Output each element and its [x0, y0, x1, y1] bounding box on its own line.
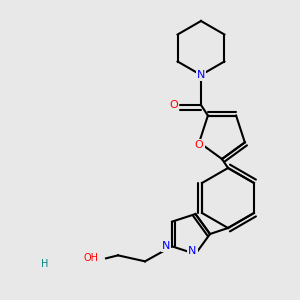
Text: N: N	[188, 246, 197, 256]
Text: H: H	[41, 259, 49, 269]
Text: O: O	[195, 140, 203, 150]
Text: O: O	[169, 100, 178, 110]
Text: N: N	[197, 70, 205, 80]
Text: N: N	[162, 241, 170, 251]
Text: OH: OH	[83, 253, 98, 263]
